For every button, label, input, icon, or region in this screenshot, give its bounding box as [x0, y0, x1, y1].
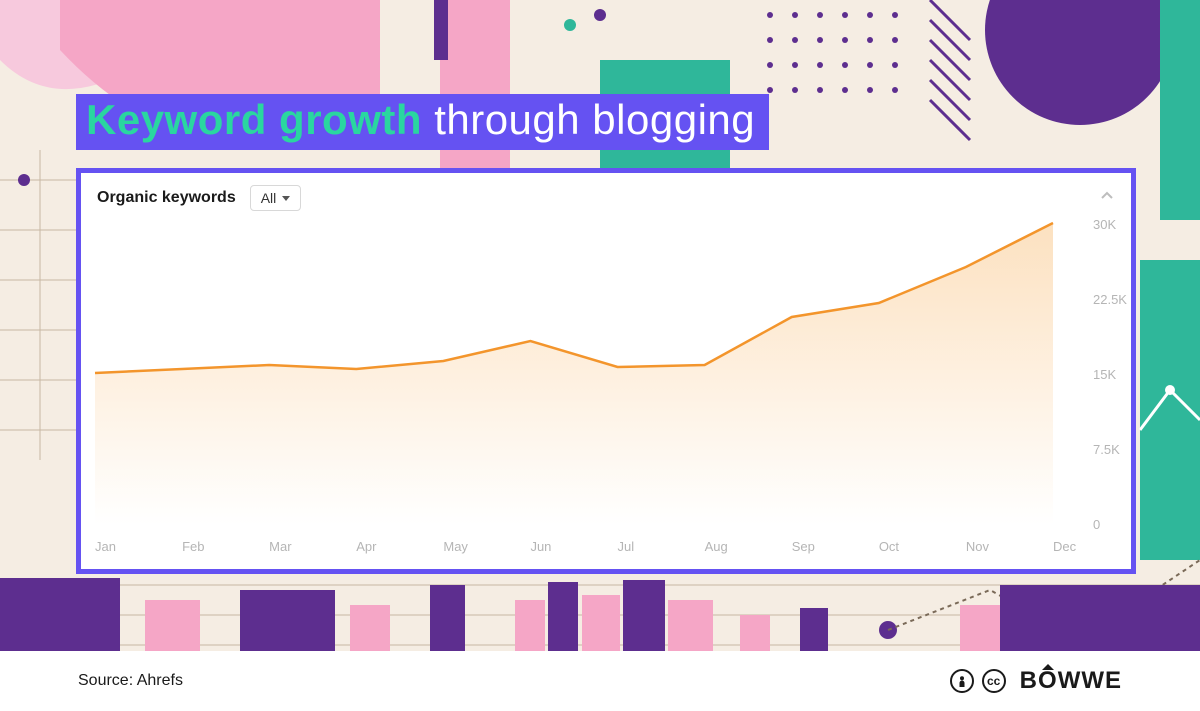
y-tick-label: 15K — [1093, 367, 1116, 382]
y-tick-label: 22.5K — [1093, 292, 1127, 307]
chart-header: Organic keywords All — [81, 173, 1131, 219]
y-tick-label: 30K — [1093, 219, 1116, 232]
y-tick-label: 7.5K — [1093, 442, 1120, 457]
page-title: Keyword growth through blogging — [76, 94, 769, 150]
chevron-down-icon — [282, 196, 290, 201]
x-tick-label: Jan — [95, 539, 116, 554]
x-tick-label: Apr — [356, 539, 377, 554]
chart-plot-area: 0 7.5K 15K 22.5K 30K Jan Feb Mar Apr May Jun Jul Aug… — [81, 219, 1131, 567]
x-tick-label: Dec — [1053, 539, 1077, 554]
title-accent: Keyword growth — [86, 96, 422, 143]
x-tick-label: Aug — [705, 539, 728, 554]
footer: Source: Ahrefs cc BOWWE — [0, 651, 1200, 711]
collapse-icon[interactable] — [1099, 188, 1115, 209]
footer-right: cc BOWWE — [950, 667, 1122, 695]
y-tick-label: 0 — [1093, 517, 1100, 532]
x-tick-label: Feb — [182, 539, 204, 554]
x-tick-label: Jun — [530, 539, 551, 554]
source-label: Source: Ahrefs — [78, 672, 183, 690]
title-rest: through blogging — [434, 96, 755, 143]
filter-dropdown[interactable]: All — [250, 185, 302, 211]
filter-label: All — [261, 190, 277, 206]
attribution-icon — [950, 669, 974, 693]
chart-card: Organic keywords All 0 7.5K 15K 22.5K 30K Jan… — [76, 168, 1136, 574]
x-tick-label: Jul — [618, 539, 635, 554]
x-tick-label: Sep — [792, 539, 815, 554]
x-tick-label: Nov — [966, 539, 990, 554]
cc-icon: cc — [982, 669, 1006, 693]
x-tick-label: Mar — [269, 539, 292, 554]
brand-logo: BOWWE — [1020, 667, 1122, 695]
chart-title: Organic keywords — [97, 189, 236, 207]
x-tick-label: May — [443, 539, 468, 554]
x-tick-label: Oct — [879, 539, 900, 554]
